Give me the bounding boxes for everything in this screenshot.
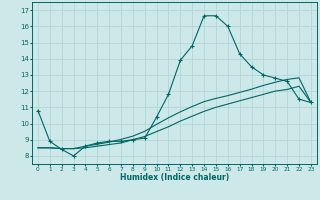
X-axis label: Humidex (Indice chaleur): Humidex (Indice chaleur) (120, 173, 229, 182)
